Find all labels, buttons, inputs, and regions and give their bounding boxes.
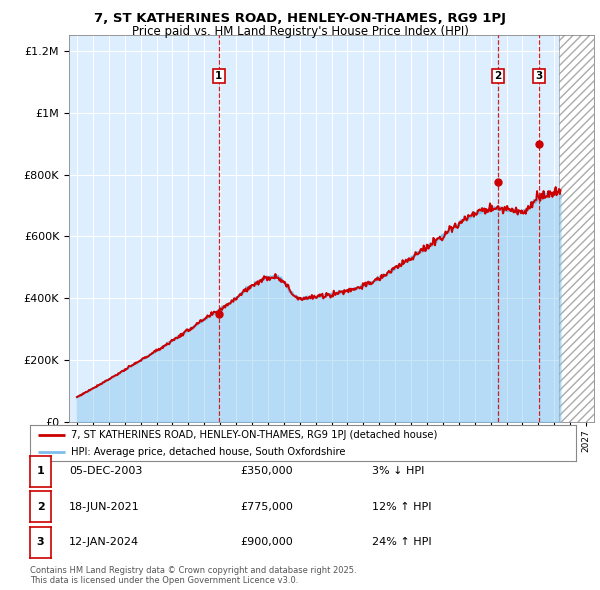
Text: 3: 3: [535, 71, 542, 81]
Text: 7, ST KATHERINES ROAD, HENLEY-ON-THAMES, RG9 1PJ: 7, ST KATHERINES ROAD, HENLEY-ON-THAMES,…: [94, 12, 506, 25]
Text: £775,000: £775,000: [240, 502, 293, 512]
Text: HPI: Average price, detached house, South Oxfordshire: HPI: Average price, detached house, Sout…: [71, 447, 346, 457]
Bar: [559, 35, 600, 422]
Text: 2: 2: [494, 71, 502, 81]
Text: £900,000: £900,000: [240, 537, 293, 547]
Text: 12% ↑ HPI: 12% ↑ HPI: [372, 502, 431, 512]
Text: 12-JAN-2024: 12-JAN-2024: [69, 537, 139, 547]
Text: 3% ↓ HPI: 3% ↓ HPI: [372, 467, 424, 476]
Text: 05-DEC-2003: 05-DEC-2003: [69, 467, 142, 476]
Text: 24% ↑ HPI: 24% ↑ HPI: [372, 537, 431, 547]
Text: £350,000: £350,000: [240, 467, 293, 476]
Text: Contains HM Land Registry data © Crown copyright and database right 2025.
This d: Contains HM Land Registry data © Crown c…: [30, 566, 356, 585]
Text: 7, ST KATHERINES ROAD, HENLEY-ON-THAMES, RG9 1PJ (detached house): 7, ST KATHERINES ROAD, HENLEY-ON-THAMES,…: [71, 430, 437, 440]
Text: 1: 1: [215, 71, 223, 81]
Text: 2: 2: [37, 502, 44, 512]
Text: 3: 3: [37, 537, 44, 547]
Text: 1: 1: [37, 467, 44, 476]
Text: 18-JUN-2021: 18-JUN-2021: [69, 502, 140, 512]
Text: Price paid vs. HM Land Registry's House Price Index (HPI): Price paid vs. HM Land Registry's House …: [131, 25, 469, 38]
